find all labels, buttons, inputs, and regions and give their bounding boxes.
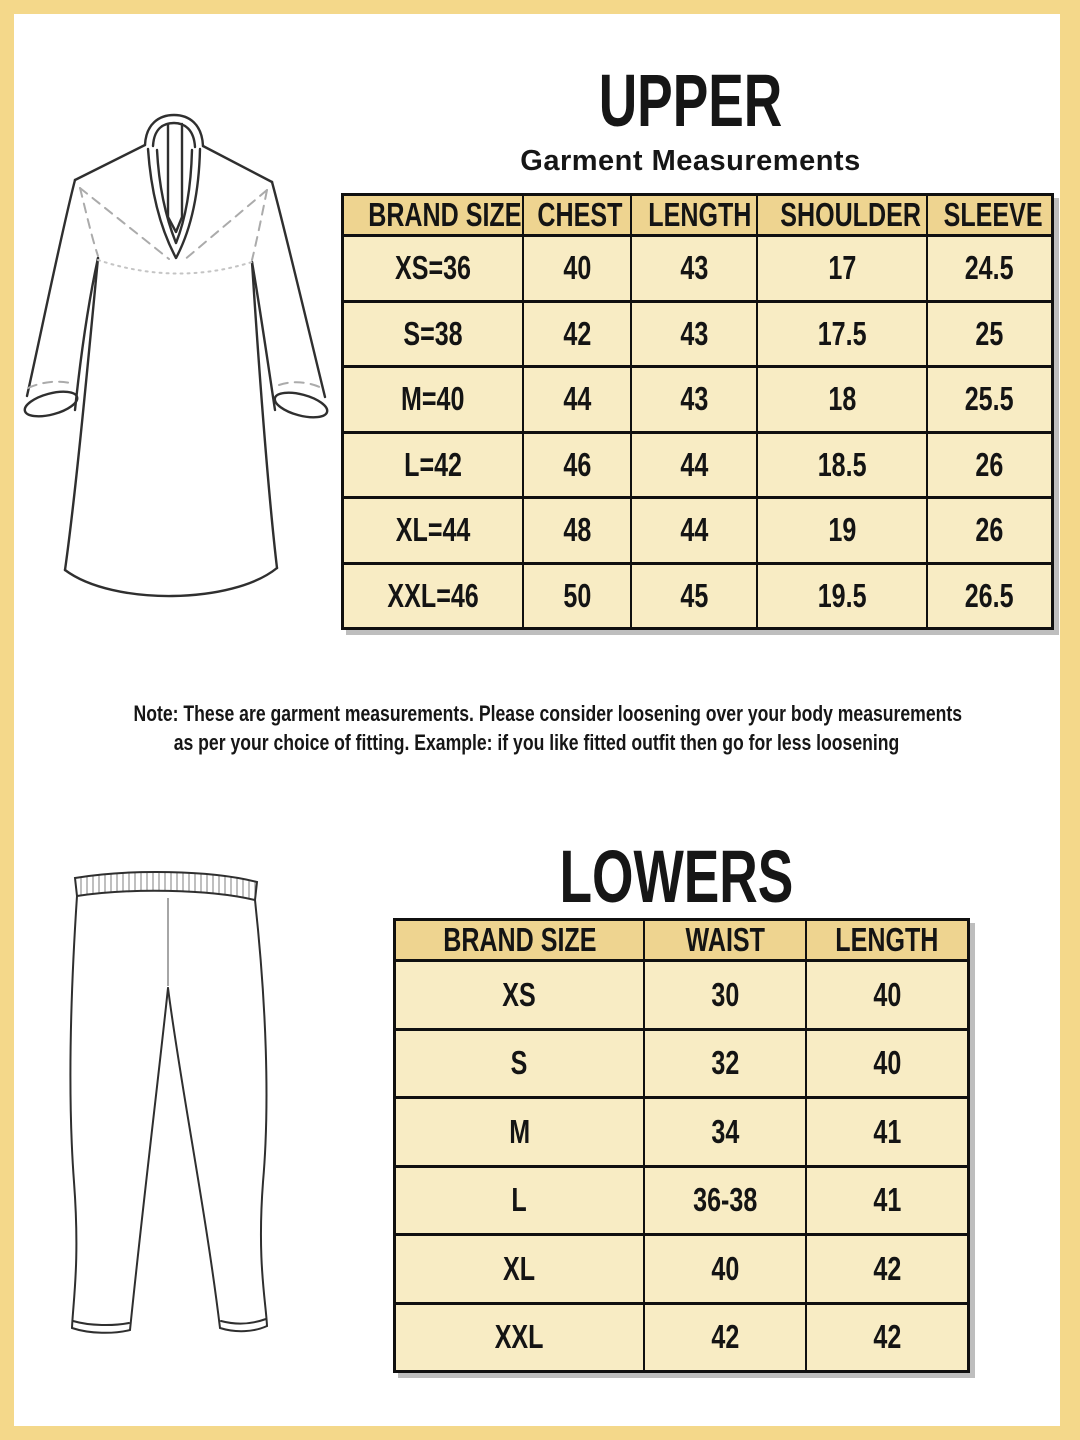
table-row: XXL 42 42: [393, 1301, 970, 1373]
table-cell: 40: [805, 1027, 970, 1099]
table-row: XL=44 48 44 19 26: [341, 496, 1054, 565]
header-row: BRAND SIZE WAIST LENGTH: [393, 918, 970, 962]
table-cell: S=38: [341, 299, 524, 368]
table-cell: 34: [643, 1096, 807, 1168]
table-cell: 42: [643, 1301, 807, 1373]
column-header: CHEST: [522, 193, 632, 237]
table-cell: 36-38: [643, 1164, 807, 1236]
upper-section-header: UPPER Garment Measurements: [341, 59, 1040, 177]
lowers-title: LOWERS: [559, 835, 794, 918]
table-cell: 44: [522, 365, 632, 434]
table-cell: 26.5: [926, 561, 1054, 630]
table-cell: XXL: [393, 1301, 645, 1373]
table-cell: 19: [756, 496, 928, 565]
column-header: LENGTH: [805, 918, 970, 962]
table-cell: S: [393, 1027, 645, 1099]
pants-illustration: [69, 871, 268, 1334]
table-cell: 17: [756, 234, 928, 303]
column-header: BRAND SIZE: [393, 918, 645, 962]
table-cell: M: [393, 1096, 645, 1168]
table-cell: 42: [522, 299, 632, 368]
table-cell: 30: [643, 959, 807, 1031]
table-cell: 40: [522, 234, 632, 303]
table-cell: 26: [926, 430, 1054, 499]
table-cell: 32: [643, 1027, 807, 1099]
table-row: S 32 40: [393, 1027, 970, 1099]
table-row: M 34 41: [393, 1096, 970, 1168]
table-cell: 46: [522, 430, 632, 499]
table-cell: 42: [805, 1301, 970, 1373]
table-row: XS=36 40 43 17 24.5: [341, 234, 1054, 303]
table-cell: 44: [630, 496, 758, 565]
table-cell: 40: [805, 959, 970, 1031]
table-row: M=40 44 43 18 25.5: [341, 365, 1054, 434]
lowers-section-header: LOWERS: [393, 840, 960, 914]
header-row: BRAND SIZE CHEST LENGTH SHOULDER SLEEVE: [341, 193, 1054, 237]
table-cell: 18.5: [756, 430, 928, 499]
column-header: SLEEVE: [926, 193, 1054, 237]
note-line-1: Note: These are garment measurements. Pl…: [133, 701, 963, 726]
table-cell: 18: [756, 365, 928, 434]
table-cell: 41: [805, 1096, 970, 1168]
lowers-size-table: BRAND SIZE WAIST LENGTH XS 30 40 S 32 40 M 34 41 L 36…: [393, 918, 970, 1373]
table-cell: 17.5: [756, 299, 928, 368]
table-row: XXL=46 50 45 19.5 26.5: [341, 561, 1054, 630]
table-cell: XS: [393, 959, 645, 1031]
table-cell: 26: [926, 496, 1054, 565]
table-cell: 43: [630, 365, 758, 434]
table-cell: XS=36: [341, 234, 524, 303]
upper-title: UPPER: [598, 59, 783, 142]
table-row: S=38 42 43 17.5 25: [341, 299, 1054, 368]
upper-subtitle: Garment Measurements: [520, 145, 861, 177]
table-cell: 42: [805, 1233, 970, 1305]
table-cell: 43: [630, 234, 758, 303]
column-header: WAIST: [643, 918, 807, 962]
table-cell: 45: [630, 561, 758, 630]
table-cell: 25: [926, 299, 1054, 368]
table-cell: 24.5: [926, 234, 1054, 303]
table-cell: 48: [522, 496, 632, 565]
table-cell: L=42: [341, 430, 524, 499]
column-header: BRAND SIZE: [341, 193, 524, 237]
table-cell: 25.5: [926, 365, 1054, 434]
table-cell: 50: [522, 561, 632, 630]
table-cell: 44: [630, 430, 758, 499]
table-cell: 41: [805, 1164, 970, 1236]
table-row: XL 40 42: [393, 1233, 970, 1305]
column-header: LENGTH: [630, 193, 758, 237]
table-cell: 40: [643, 1233, 807, 1305]
table-cell: M=40: [341, 365, 524, 434]
table-cell: XL=44: [341, 496, 524, 565]
kurta-illustration: [23, 113, 329, 598]
table-row: L=42 46 44 18.5 26: [341, 430, 1054, 499]
table-cell: L: [393, 1164, 645, 1236]
upper-size-table: BRAND SIZE CHEST LENGTH SHOULDER SLEEVE XS=36…: [341, 193, 1054, 630]
table-cell: 19.5: [756, 561, 928, 630]
table-row: L 36-38 41: [393, 1164, 970, 1236]
note-line-2: as per your choice of fitting. Example: …: [173, 729, 899, 755]
measurement-note: Note: These are garment measurements. Pl…: [30, 700, 1042, 757]
table-cell: XXL=46: [341, 561, 524, 630]
table-row: XS 30 40: [393, 959, 970, 1031]
column-header: SHOULDER: [756, 193, 928, 237]
table-cell: XL: [393, 1233, 645, 1305]
table-cell: 43: [630, 299, 758, 368]
